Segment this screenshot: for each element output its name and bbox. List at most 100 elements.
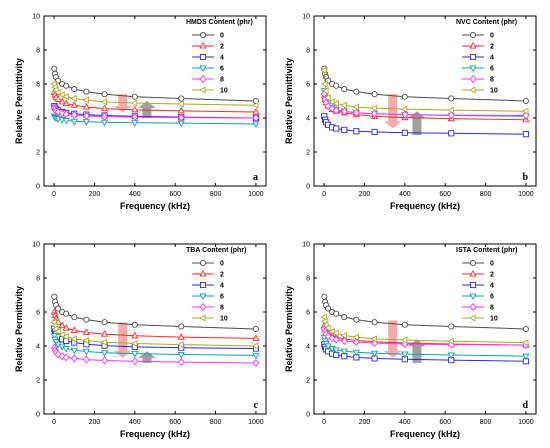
series-0 xyxy=(321,65,529,105)
data-point xyxy=(447,337,454,345)
data-point xyxy=(177,341,184,349)
y-tick-label: 0 xyxy=(306,184,310,191)
x-tick-label: 1000 xyxy=(248,191,264,198)
data-point xyxy=(101,91,108,98)
data-point xyxy=(522,131,529,138)
data-point xyxy=(322,87,329,95)
x-tick-label: 0 xyxy=(322,419,326,426)
data-point xyxy=(100,338,108,346)
y-tick-label: 0 xyxy=(36,184,40,191)
y-tick-label: 8 xyxy=(306,276,310,283)
trend-arrow-up xyxy=(407,339,426,363)
data-point xyxy=(340,348,348,356)
y-tick-label: 0 xyxy=(306,412,310,419)
x-tick-label: 400 xyxy=(129,419,141,426)
chart-panel-a: 0 2 4 6 8 10 0 200 400 600 800 1000 Frequency (kHz) R… xyxy=(14,14,267,211)
legend-marker xyxy=(469,259,477,267)
data-point xyxy=(252,113,260,123)
x-tick-label: 800 xyxy=(480,419,492,426)
series-2 xyxy=(50,88,260,115)
x-tick-label: 0 xyxy=(322,191,326,198)
data-point xyxy=(522,353,530,361)
data-point xyxy=(82,336,89,345)
data-point xyxy=(321,80,328,88)
series-0 xyxy=(51,65,259,105)
data-point xyxy=(370,335,378,343)
legend-marker xyxy=(469,293,477,301)
x-tick-label: 0 xyxy=(52,191,56,198)
plot-frame xyxy=(313,243,537,415)
data-point xyxy=(251,342,259,350)
y-tick-label: 6 xyxy=(306,310,310,317)
data-point xyxy=(371,91,378,98)
data-point xyxy=(352,349,361,357)
x-axis-title: Frequency (kHz) xyxy=(390,201,460,211)
series-8 xyxy=(320,324,530,350)
x-tick-label: 600 xyxy=(169,191,181,198)
legend-label: 10 xyxy=(490,88,498,95)
x-tick-label: 600 xyxy=(439,191,451,198)
data-point xyxy=(62,324,70,331)
y-tick-label: 10 xyxy=(32,14,40,21)
data-point xyxy=(82,96,89,104)
data-point xyxy=(401,351,409,359)
data-point xyxy=(325,305,332,312)
data-point xyxy=(131,331,139,339)
y-tick-label: 4 xyxy=(36,344,40,351)
trend-arrow-down xyxy=(113,94,132,113)
data-point xyxy=(522,97,529,105)
legend-marker xyxy=(198,314,206,322)
x-tick-label: 1000 xyxy=(518,419,534,426)
data-point xyxy=(131,351,139,358)
series-6 xyxy=(50,333,260,360)
data-point xyxy=(177,358,185,367)
trend-arrow-up xyxy=(137,351,156,363)
x-tick-label: 0 xyxy=(52,419,56,426)
data-point xyxy=(70,118,78,126)
x-tick-label: 200 xyxy=(359,191,371,198)
trend-arrow-up xyxy=(407,111,426,135)
data-point xyxy=(401,129,408,136)
data-point xyxy=(352,103,359,111)
data-point xyxy=(70,101,78,108)
data-point xyxy=(353,88,360,95)
data-point xyxy=(130,99,138,107)
x-tick-label: 400 xyxy=(399,191,411,198)
x-tick-label: 400 xyxy=(129,191,141,198)
y-tick-label: 4 xyxy=(306,344,310,351)
chart-panel-b: 0 2 4 6 8 10 0 200 400 600 800 1000 Frequency (kHz) R… xyxy=(284,14,537,211)
data-point xyxy=(340,331,347,340)
series-10 xyxy=(50,80,259,109)
legend-label: 6 xyxy=(220,66,224,73)
legend-label: 8 xyxy=(220,305,224,312)
data-point xyxy=(332,106,340,115)
data-point xyxy=(353,316,360,323)
series-0 xyxy=(51,293,259,333)
legend-marker xyxy=(469,31,477,39)
y-tick-label: 2 xyxy=(306,150,310,157)
data-point xyxy=(340,101,347,109)
series-10 xyxy=(50,318,259,350)
legend-label: 0 xyxy=(220,261,224,268)
x-axis-title: Frequency (kHz) xyxy=(390,429,460,439)
data-point xyxy=(83,88,90,95)
data-point xyxy=(177,333,185,340)
y-tick-label: 2 xyxy=(36,378,40,385)
legend-label: 6 xyxy=(490,66,494,73)
data-point xyxy=(82,348,91,356)
data-point xyxy=(341,314,348,321)
data-point xyxy=(131,357,139,366)
data-point xyxy=(332,99,339,108)
panel-letter: c xyxy=(254,400,259,411)
data-point xyxy=(332,347,340,354)
data-point xyxy=(131,105,139,113)
y-tick-label: 10 xyxy=(302,242,310,249)
legend-marker xyxy=(199,259,207,267)
data-point xyxy=(324,93,331,102)
legend-marker xyxy=(199,74,207,84)
trend-arrow-down xyxy=(383,94,402,129)
data-point xyxy=(130,339,138,348)
legend-label: 6 xyxy=(220,294,224,301)
data-point xyxy=(62,118,70,125)
series-4 xyxy=(51,325,259,352)
